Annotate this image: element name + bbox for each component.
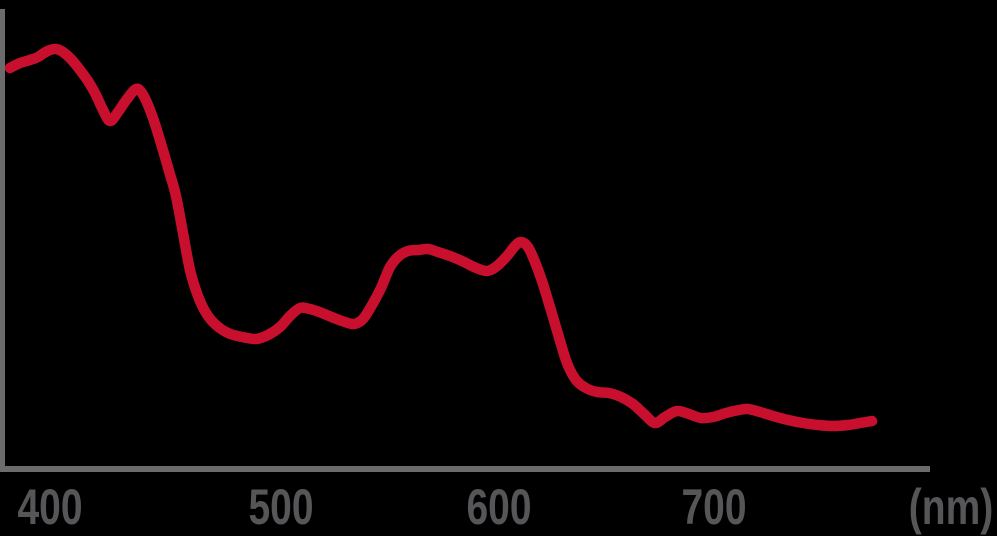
spectrum-curve: [4, 43, 878, 432]
x-tick-label-700: 700: [681, 479, 747, 535]
y-axis-line: [0, 9, 5, 472]
x-axis-unit-label: (nm): [908, 479, 994, 535]
x-tick-label-400: 400: [17, 479, 83, 535]
x-tick-label-500: 500: [248, 479, 314, 535]
x-tick-label-600: 600: [466, 479, 532, 535]
x-axis-line: [0, 466, 930, 472]
